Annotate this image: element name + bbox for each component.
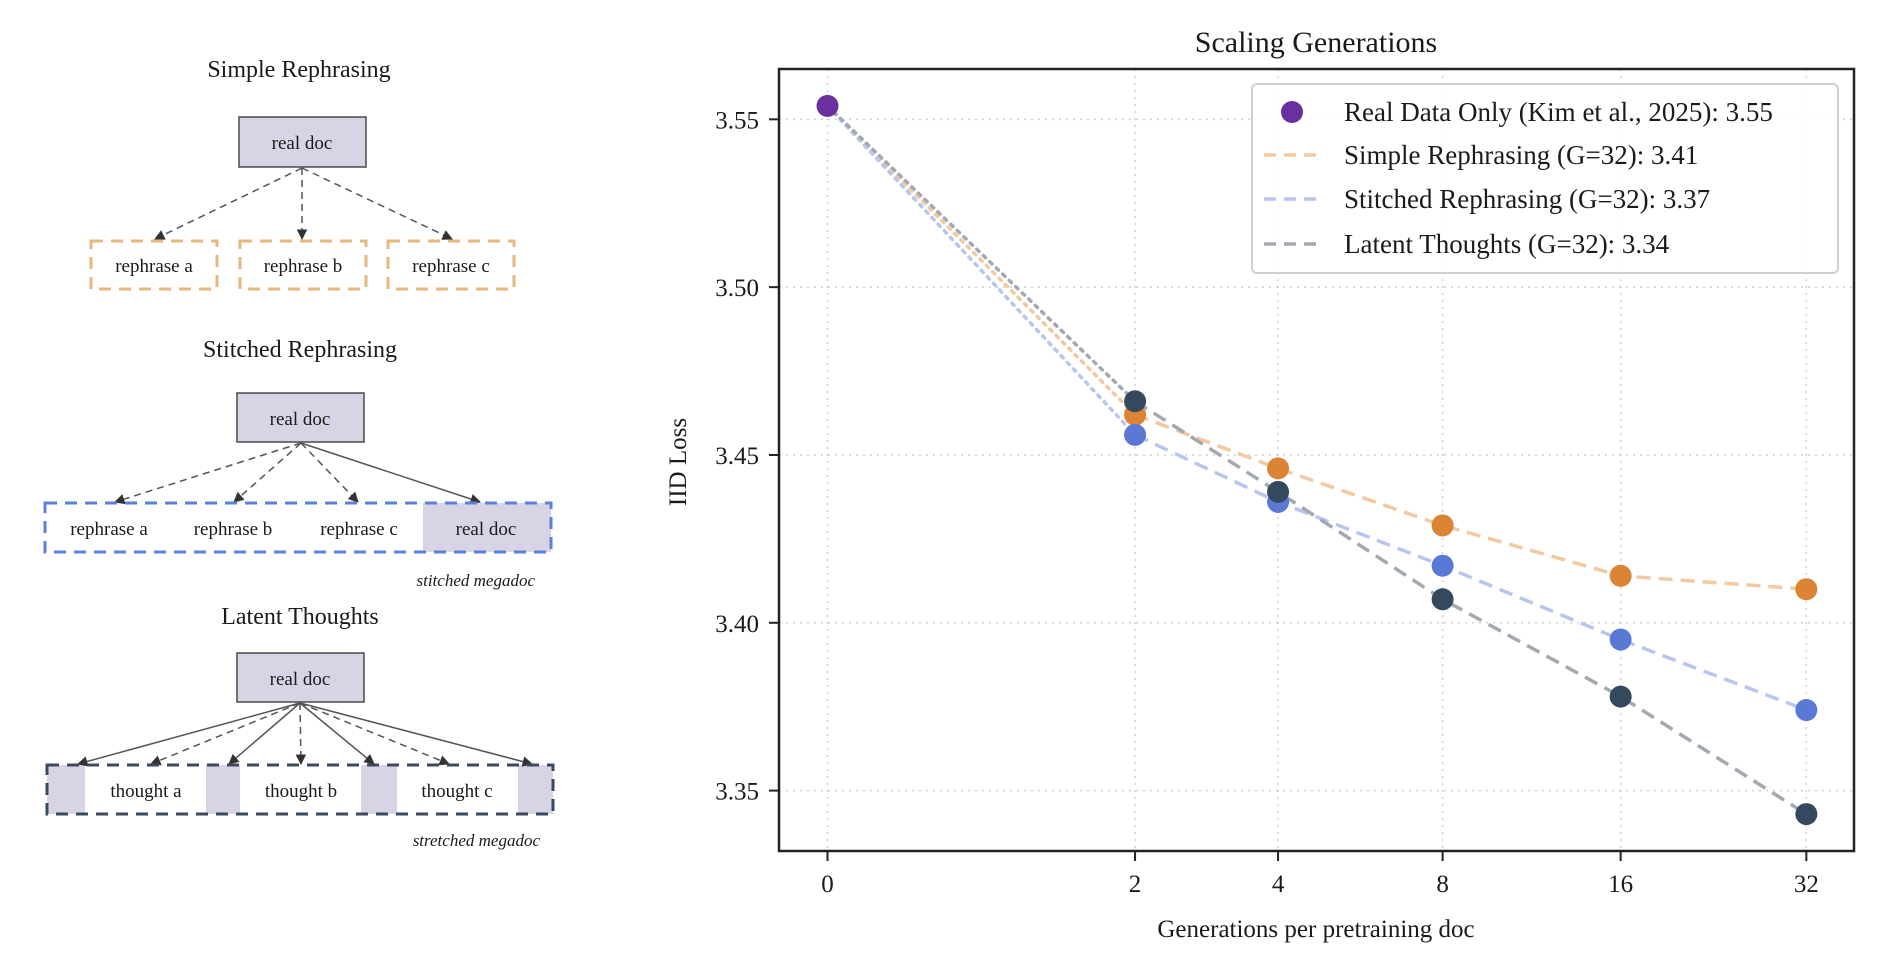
arrow-dashed bbox=[154, 167, 303, 240]
legend: Real Data Only (Kim et al., 2025): 3.55 S… bbox=[1251, 83, 1839, 274]
segment-label: thought a bbox=[110, 781, 182, 802]
data-point bbox=[1431, 588, 1454, 611]
series-points bbox=[816, 94, 1818, 826]
x-axis-label: Generations per pretraining doc bbox=[1157, 916, 1474, 943]
megadoc-real-chunk bbox=[206, 765, 240, 814]
chart-title: Scaling Generations bbox=[1195, 26, 1437, 59]
x-tick-label: 8 bbox=[1436, 871, 1449, 898]
y-axis-ticks: 3.35 3.40 3.45 3.50 3.55 bbox=[715, 107, 779, 806]
data-point bbox=[1795, 699, 1818, 722]
arrow-dashed bbox=[113, 442, 302, 505]
series-lines bbox=[1134, 399, 1808, 816]
series-line bbox=[1134, 399, 1808, 816]
segment-label: rephrase a bbox=[70, 519, 148, 540]
megadoc-caption: stitched megadoc bbox=[417, 571, 536, 590]
y-axis-label: IID Loss bbox=[665, 418, 692, 506]
panel-title: Stitched Rephrasing bbox=[203, 337, 397, 363]
baseline-connectors bbox=[825, 104, 1137, 437]
arrow-solid bbox=[76, 702, 301, 767]
panel-simple-rephrasing: Simple Rephrasing real doc rephrase a re… bbox=[89, 57, 516, 291]
arrow-solid bbox=[299, 702, 375, 765]
rephrase-box bbox=[89, 239, 219, 291]
baseline-connector bbox=[825, 104, 1137, 417]
data-point bbox=[1609, 685, 1632, 708]
rephrase-box bbox=[386, 239, 516, 291]
arrow-dashed bbox=[295, 702, 307, 766]
legend-label: Stitched Rephrasing (G=32): 3.37 bbox=[1344, 184, 1710, 214]
arrow-solid bbox=[228, 702, 301, 765]
data-point bbox=[1267, 480, 1290, 503]
megadoc-caption: stretched megadoc bbox=[413, 831, 541, 850]
y-tick-label: 3.55 bbox=[715, 107, 759, 134]
panel-latent-thoughts: Latent Thoughts real doc thought a thoug… bbox=[45, 604, 555, 850]
data-point bbox=[1795, 578, 1818, 601]
segment-label: thought b bbox=[265, 781, 337, 802]
source-doc-box bbox=[236, 392, 365, 443]
x-tick-label: 16 bbox=[1608, 871, 1633, 898]
segment-label: thought c bbox=[421, 781, 492, 802]
data-point bbox=[1431, 554, 1454, 577]
data-point bbox=[1431, 514, 1454, 537]
megadoc-real-chunk bbox=[518, 765, 553, 814]
segment-label: real doc bbox=[456, 519, 517, 540]
source-doc-label: real doc bbox=[270, 409, 331, 430]
series-line bbox=[1134, 433, 1807, 712]
arrow-dashed bbox=[301, 167, 453, 240]
data-point bbox=[1124, 403, 1147, 426]
baseline-connector bbox=[825, 104, 1137, 437]
data-point bbox=[1124, 423, 1147, 446]
data-point bbox=[1267, 457, 1290, 480]
legend-label: Latent Thoughts (G=32): 3.34 bbox=[1344, 229, 1670, 259]
source-doc-box bbox=[236, 652, 365, 703]
source-doc-label: real doc bbox=[272, 133, 333, 154]
data-point bbox=[1124, 390, 1147, 413]
x-tick-label: 2 bbox=[1129, 871, 1142, 898]
y-tick-label: 3.50 bbox=[715, 275, 759, 302]
panel-stitched-rephrasing: Stitched Rephrasing real doc rephrase a … bbox=[43, 337, 553, 590]
stretched-megadoc-box bbox=[45, 763, 555, 816]
arrow-solid bbox=[299, 702, 534, 767]
x-tick-label: 0 bbox=[821, 871, 834, 898]
rephrase-label: rephrase b bbox=[264, 256, 343, 277]
arrow-dashed bbox=[233, 442, 302, 503]
rephrase-box bbox=[238, 239, 368, 291]
legend-box bbox=[1251, 83, 1839, 274]
arrow-solid bbox=[300, 442, 481, 505]
data-point bbox=[1795, 803, 1818, 826]
source-doc-box bbox=[238, 116, 367, 168]
segment-label: rephrase c bbox=[320, 519, 398, 540]
legend-label: Real Data Only (Kim et al., 2025): 3.55 bbox=[1344, 97, 1773, 127]
megadoc-real-segment bbox=[423, 503, 551, 552]
arrow-dashed bbox=[150, 702, 301, 766]
megadoc-real-chunk bbox=[361, 765, 397, 814]
legend-marker-dot bbox=[1281, 101, 1303, 123]
panel-title: Simple Rephrasing bbox=[207, 57, 390, 83]
baseline-connector bbox=[825, 104, 1137, 404]
data-point bbox=[1267, 490, 1290, 513]
x-tick-label: 32 bbox=[1794, 871, 1819, 898]
arrow-dashed bbox=[299, 702, 450, 766]
data-point bbox=[1609, 628, 1632, 651]
stitched-megadoc-box bbox=[43, 501, 553, 554]
grid bbox=[779, 69, 1854, 851]
megadoc-real-chunk bbox=[47, 765, 85, 814]
source-doc-label: real doc bbox=[270, 669, 331, 690]
y-tick-label: 3.35 bbox=[715, 779, 759, 806]
method-diagram: Simple Rephrasing real doc rephrase a re… bbox=[43, 57, 555, 850]
series-line bbox=[1134, 413, 1807, 591]
x-tick-label: 4 bbox=[1272, 871, 1285, 898]
rephrase-label: rephrase a bbox=[115, 256, 193, 277]
legend-label: Simple Rephrasing (G=32): 3.41 bbox=[1344, 140, 1698, 170]
y-tick-label: 3.45 bbox=[715, 443, 759, 470]
y-tick-label: 3.40 bbox=[715, 611, 759, 638]
data-point bbox=[1609, 564, 1632, 587]
rephrase-label: rephrase c bbox=[412, 256, 490, 277]
plot-frame bbox=[777, 67, 1856, 853]
x-axis-ticks: 0 2 4 8 16 32 bbox=[821, 851, 1819, 898]
baseline-point bbox=[816, 94, 839, 117]
arrow-dashed bbox=[300, 442, 359, 503]
segment-label: rephrase b bbox=[194, 519, 273, 540]
panel-title: Latent Thoughts bbox=[221, 604, 379, 630]
